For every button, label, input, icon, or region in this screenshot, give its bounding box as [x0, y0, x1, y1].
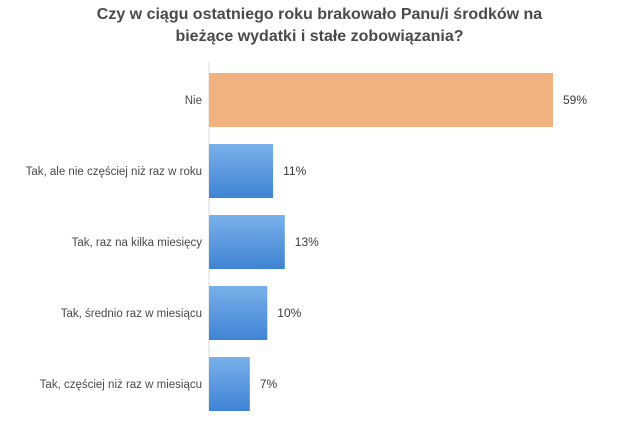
- category-label-2: Tak, raz na kilka miesięcy: [72, 237, 203, 249]
- bar-0: [209, 73, 553, 127]
- value-label-3: 10%: [277, 306, 301, 320]
- value-label-1: 11%: [283, 164, 306, 178]
- chart-title-line-1: Czy w ciągu ostatniego roku brakowało Pa…: [96, 6, 543, 23]
- bar-4: [209, 357, 250, 411]
- category-label-0: Nie: [185, 95, 202, 107]
- category-label-1: Tak, ale nie częściej niż raz w roku: [26, 166, 202, 178]
- bar-group: Nie 59% Tak, ale nie częściej niż raz w ro…: [26, 73, 587, 411]
- bar-2: [209, 215, 285, 269]
- chart-title: Czy w ciągu ostatniego roku brakowało Pa…: [0, 4, 639, 48]
- value-label-2: 13%: [295, 235, 319, 249]
- bar-1: [209, 144, 274, 198]
- category-label-3: Tak, średnio raz w miesiącu: [61, 308, 202, 320]
- value-label-0: 59%: [563, 93, 587, 107]
- value-label-4: 7%: [260, 377, 278, 391]
- chart-title-line-2: bieżące wydatki i stałe zobowiązania?: [175, 28, 464, 45]
- category-label-4: Tak, częściej niż raz w miesiącu: [40, 379, 202, 391]
- bar-3: [209, 286, 268, 340]
